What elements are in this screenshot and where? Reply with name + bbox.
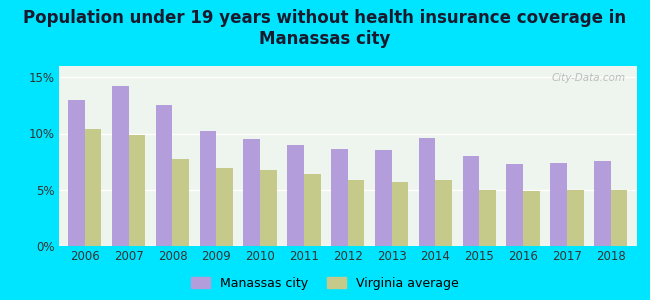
Bar	[156, 105, 172, 246]
Bar	[391, 182, 408, 246]
Bar	[506, 164, 523, 246]
Bar	[550, 163, 567, 246]
Bar	[112, 86, 129, 246]
Bar	[68, 100, 84, 246]
Bar	[331, 149, 348, 246]
Text: Population under 19 years without health insurance coverage in
Manassas city: Population under 19 years without health…	[23, 9, 627, 48]
Bar	[523, 191, 540, 246]
Bar	[375, 150, 391, 246]
Bar	[594, 160, 611, 246]
Bar	[200, 131, 216, 246]
Bar	[304, 174, 320, 246]
Bar	[567, 190, 584, 246]
Bar	[216, 168, 233, 246]
Bar	[436, 180, 452, 246]
Bar	[348, 180, 365, 246]
Bar	[244, 139, 260, 246]
Bar	[611, 190, 627, 246]
Text: City-Data.com: City-Data.com	[551, 73, 625, 83]
Bar	[419, 138, 436, 246]
Legend: Manassas city, Virginia average: Manassas city, Virginia average	[188, 273, 462, 294]
Bar	[463, 156, 479, 246]
Bar	[260, 169, 277, 246]
Bar	[479, 190, 496, 246]
Bar	[84, 129, 101, 246]
Bar	[172, 159, 189, 246]
Bar	[129, 135, 146, 246]
Bar	[287, 145, 304, 246]
